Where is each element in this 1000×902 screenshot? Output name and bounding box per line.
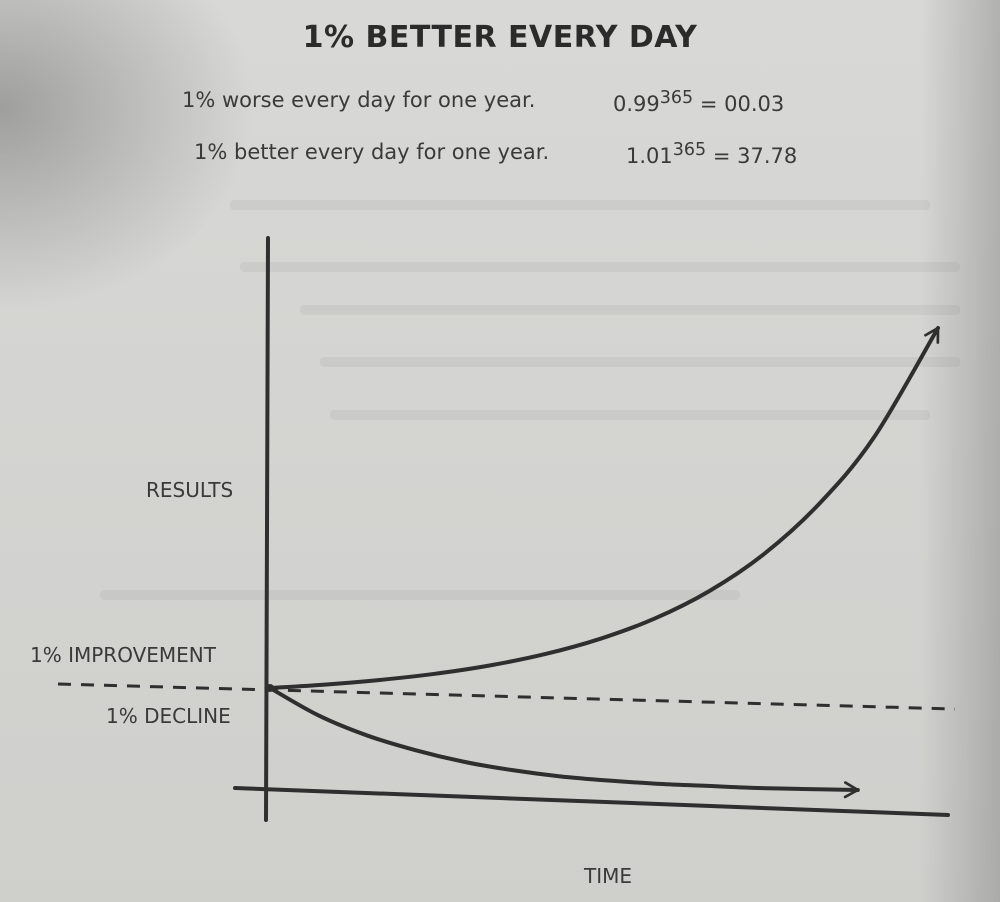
bleed-through-text (330, 410, 930, 420)
bleed-through-text (100, 590, 740, 600)
formula-exponent: 365 (672, 140, 707, 160)
y-axis-label: RESULTS (146, 478, 234, 502)
x-axis (233, 786, 950, 817)
formula-base: 1.01 (626, 144, 673, 168)
bleed-through-text (230, 200, 930, 210)
formula-result: = 00.03 (699, 92, 785, 116)
x-axis-label: TIME (584, 864, 633, 888)
y-axis (264, 236, 270, 822)
bleed-through-text (320, 357, 960, 367)
formula-equation-better: 1.01365 = 37.78 (626, 140, 797, 168)
formula-result: = 37.78 (712, 144, 798, 168)
origin-point (266, 684, 274, 692)
chart-title: 1% BETTER EVERY DAY (302, 20, 698, 55)
improvement-curve (268, 326, 940, 690)
formula-equation-worse: 0.99365 = 00.03 (613, 88, 784, 116)
decline-label: 1% DECLINE (106, 704, 231, 728)
improvement-label: 1% IMPROVEMENT (30, 643, 216, 667)
formula-label: 1% worse every day for one year. (182, 88, 536, 112)
baseline-dashed (57, 682, 956, 711)
bleed-through-text (300, 305, 960, 315)
decline-curve (268, 686, 860, 799)
series-layer (266, 326, 940, 799)
formula-base: 0.99 (613, 92, 660, 116)
bleed-through-text (240, 262, 960, 272)
formula-exponent: 365 (659, 88, 694, 108)
formula-label: 1% better every day for one year. (194, 140, 550, 164)
